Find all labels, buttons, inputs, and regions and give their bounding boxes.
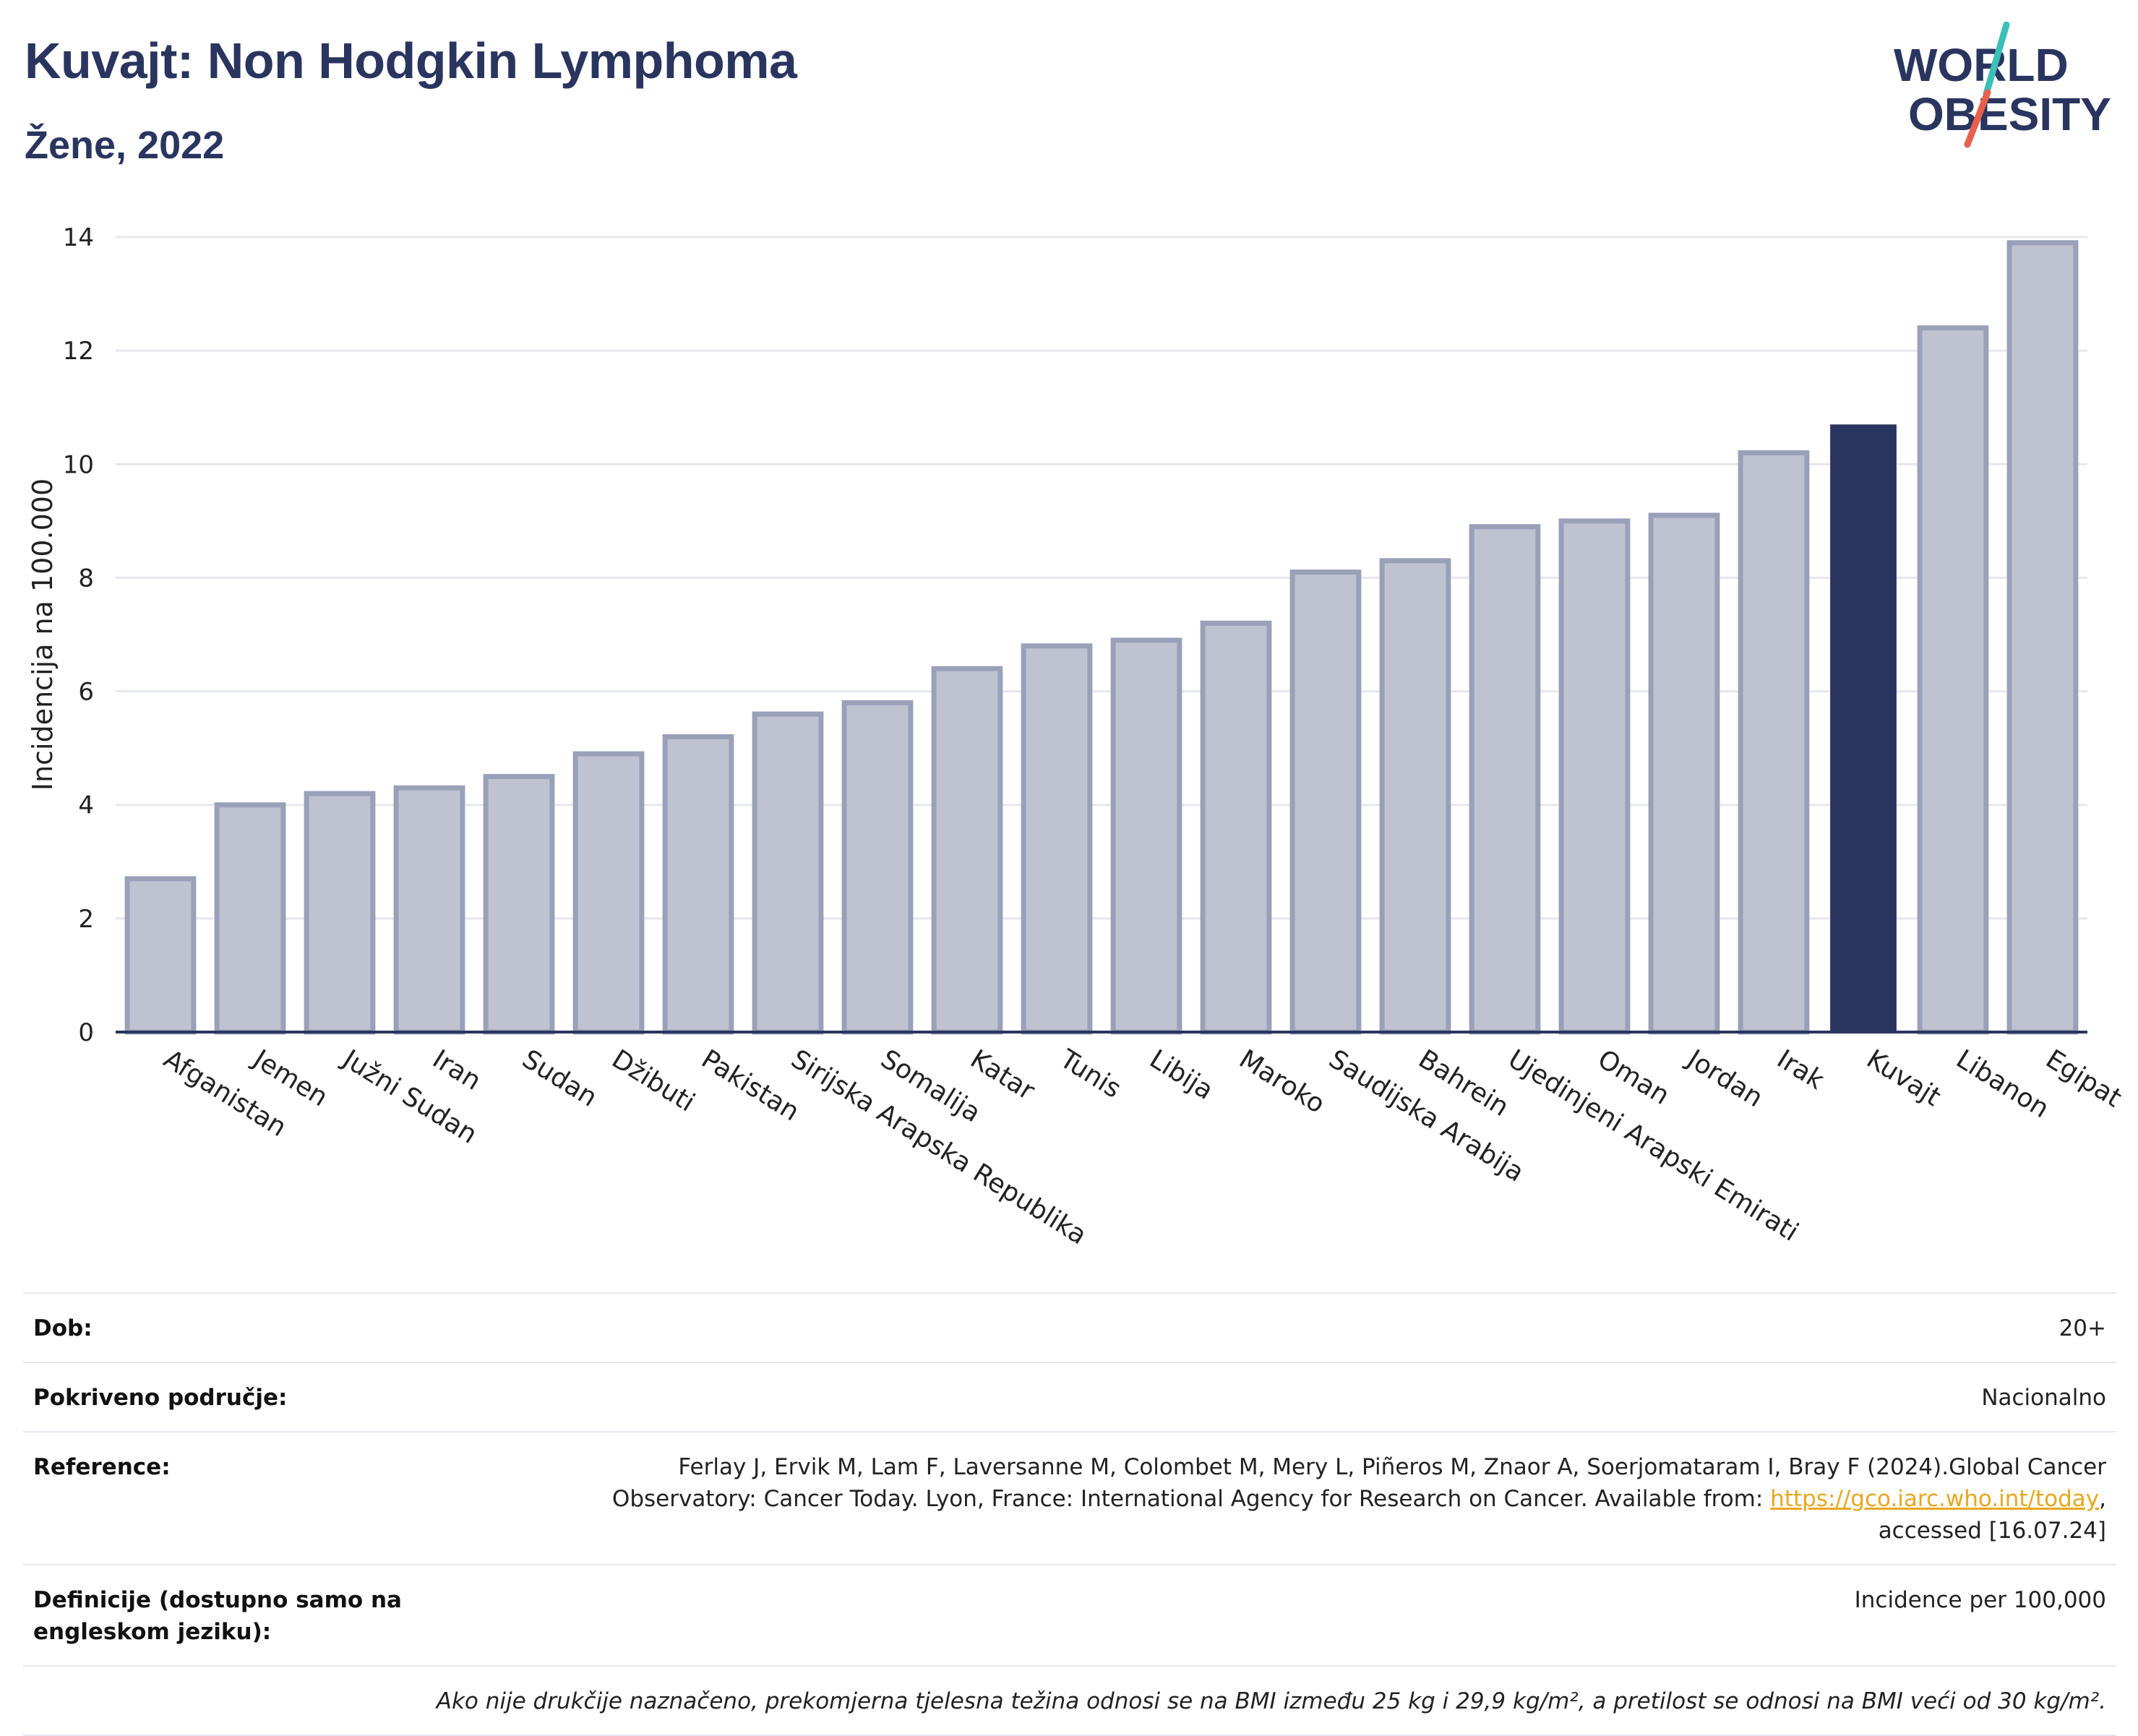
bar [931, 666, 1003, 1035]
logo-line-world: WORLD [1894, 39, 2069, 91]
bar [2006, 240, 2079, 1035]
x-tick-label: Libija [1144, 1044, 1218, 1106]
x-tick-label: Maroko [1234, 1044, 1330, 1120]
bar [304, 791, 376, 1035]
y-tick-label: 0 [78, 1018, 94, 1047]
x-tick-label: Pakistan [696, 1044, 804, 1127]
info-value-coverage: Nacionalno [549, 1362, 2116, 1432]
bar [1648, 512, 1720, 1035]
bar [214, 802, 286, 1035]
bar [1558, 518, 1631, 1035]
info-value-definitions: Incidence per 100,000 [549, 1564, 2116, 1666]
y-tick-label: 10 [63, 450, 94, 479]
x-tick-label: Kuvajt [1861, 1044, 1946, 1112]
info-label-references: Reference: [23, 1431, 549, 1565]
info-row-definitions: Definicije (dostupno samo na engleskom j… [23, 1564, 2116, 1666]
bar [1021, 643, 1093, 1035]
bar [393, 785, 465, 1035]
reference-text: Ferlay J, Ervik M, Lam F, Laversanne M, … [611, 1454, 2106, 1512]
y-tick-label: 12 [63, 337, 94, 366]
bar [1469, 524, 1541, 1035]
logo-slash-teal [1983, 22, 2010, 98]
bar [1917, 325, 1989, 1035]
x-tick-label: Jordan [1681, 1044, 1769, 1114]
bar [841, 700, 914, 1035]
bar [572, 751, 645, 1035]
reference-accessed: , accessed [16.07.24] [1878, 1486, 2106, 1544]
bar [752, 711, 824, 1035]
x-tick-label: Sudan [517, 1044, 602, 1113]
bar [1289, 570, 1362, 1035]
x-tick-label: Libanon [1951, 1044, 2054, 1124]
info-note: Ako nije drukčije naznačeno, prekomjerna… [23, 1665, 2116, 1736]
info-value-references: Ferlay J, Ervik M, Lam F, Laversanne M, … [549, 1431, 2116, 1565]
bar [1379, 558, 1451, 1035]
x-tick-label: Irak [1772, 1044, 1829, 1096]
world-obesity-logo: WORLD OBESITY [1894, 22, 2111, 148]
info-row-age: Dob: 20+ [23, 1292, 2116, 1362]
x-tick-label: Iran [427, 1044, 486, 1096]
x-tick-label: Egipat [2040, 1044, 2126, 1114]
chart-title: Kuvajt: Non Hodgkin Lymphoma [25, 33, 797, 89]
bar [662, 734, 734, 1035]
info-label-coverage: Pokriveno područje: [23, 1362, 549, 1432]
y-tick-label: 8 [78, 564, 94, 593]
y-tick-label: 4 [78, 791, 94, 820]
info-row-references: Reference: Ferlay J, Ervik M, Lam F, Lav… [23, 1431, 2116, 1565]
info-label-age: Dob: [23, 1292, 549, 1362]
logo-line-obesity: OBESITY [1908, 88, 2111, 140]
y-tick-label: 2 [78, 905, 94, 934]
chart-subtitle: Žene, 2022 [25, 124, 225, 167]
bar [1200, 620, 1272, 1035]
bar [483, 773, 555, 1035]
info-value-age: 20+ [549, 1292, 2116, 1362]
bar [1738, 450, 1810, 1035]
info-row-note: Ako nije drukčije naznačeno, prekomjerna… [23, 1665, 2116, 1736]
y-tick-label: 6 [78, 678, 94, 707]
y-tick-label: 14 [63, 223, 94, 252]
bar-highlight [1830, 424, 1897, 1032]
info-label-definitions: Definicije (dostupno samo na engleskom j… [23, 1564, 549, 1666]
x-tick-label: Tunis [1054, 1044, 1126, 1104]
info-row-coverage: Pokriveno područje: Nacionalno [23, 1362, 2116, 1432]
info-table: Dob: 20+ Pokriveno područje: Nacionalno … [23, 1292, 2116, 1736]
bar [124, 876, 197, 1035]
y-axis-label: Incidencija na 100.000 [27, 478, 59, 791]
x-tick-label: Džibuti [606, 1044, 700, 1118]
bar [1110, 637, 1182, 1035]
logo-slash-red [1964, 89, 1991, 148]
reference-link[interactable]: https://gco.iarc.who.int/today [1770, 1486, 2100, 1512]
